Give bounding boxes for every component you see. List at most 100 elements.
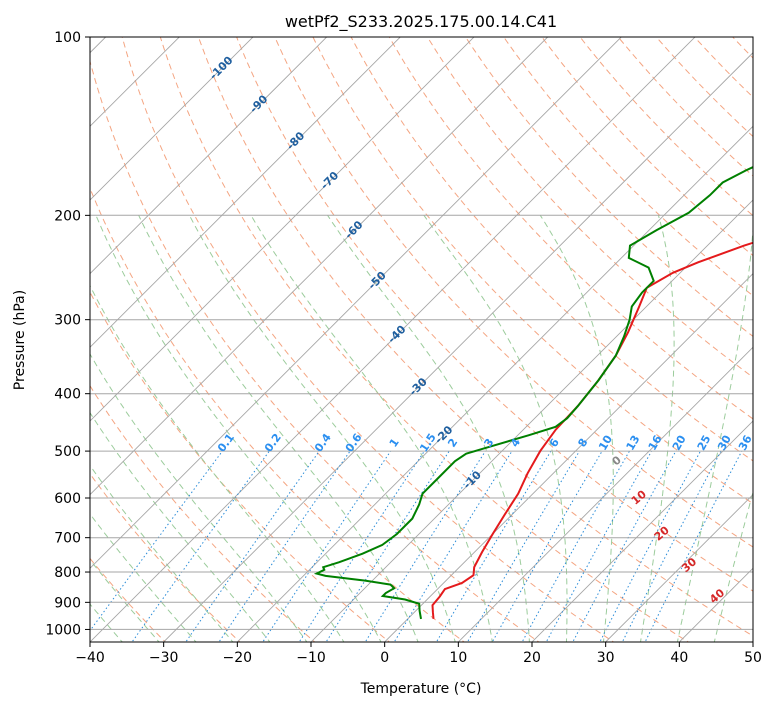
dry-adiabat-line [732, 37, 753, 59]
y-axis-ticks: 1000 900 800 700 600 500 400 300 200 100 [45, 30, 90, 638]
mixing-ratio-line [325, 450, 450, 642]
isotherm-line [752, 641, 753, 642]
dry-adiabat-line [312, 37, 753, 505]
isotherm-label: -100 [207, 53, 236, 82]
x-tick-label: −10 [296, 650, 326, 666]
x-axis-label: Temperature (°C) [360, 681, 482, 697]
dry-adiabat-line [90, 59, 540, 642]
isotherm-line [162, 52, 753, 642]
dry-adiabat-line [90, 187, 465, 642]
y-tick-label: 100 [54, 30, 81, 46]
mixing-ratio-line [218, 450, 351, 642]
moist-adiabat-line [423, 215, 568, 642]
isotherm-line [90, 37, 401, 348]
isotherm-line [90, 37, 696, 642]
dry-adiabat-line [617, 37, 753, 177]
wetbulb-label: 20 [652, 523, 672, 543]
y-tick-label: 600 [54, 491, 81, 507]
mixing-ratio-line [131, 450, 270, 642]
dry-adiabat-line [388, 37, 753, 420]
dry-adiabat-line [655, 37, 753, 138]
mixing-ratio-label: 25 [695, 433, 714, 453]
dry-adiabat-line [159, 37, 690, 642]
background-lines [90, 25, 775, 644]
isotherm-line [90, 37, 254, 201]
x-tick-label: −30 [149, 650, 179, 666]
dry-adiabat-line [90, 472, 241, 642]
y-axis-label: Pressure (hPa) [12, 290, 28, 390]
x-tick-label: 30 [597, 650, 615, 666]
plot-frame [89, 36, 754, 643]
x-tick-label: 40 [670, 650, 688, 666]
isotherm-label: -40 [385, 322, 408, 345]
y-tick-label: 800 [54, 565, 81, 581]
chart-title: wetPf2_S233.2025.175.00.14.C41 [285, 12, 557, 32]
moist-adiabat-line [639, 215, 675, 642]
moist-adiabat-line [327, 215, 530, 642]
mixing-ratio-line [393, 450, 513, 642]
moist-adiabat-line [90, 411, 271, 642]
y-tick-label: 200 [54, 208, 81, 224]
isotherm-line [90, 37, 622, 569]
moist-adiabat-line [95, 215, 382, 642]
x-axis-ticks: −40 −30 −20 −10 0 10 20 30 40 50 [75, 642, 762, 666]
x-tick-label: 0 [380, 650, 389, 666]
x-tick-label: −40 [75, 650, 105, 666]
isotherm-label: -60 [342, 218, 365, 241]
isotherm-line [236, 125, 753, 642]
moist-adiabat-line [90, 513, 197, 642]
mixing-ratio-line [90, 450, 223, 632]
moist-adiabat-line [250, 215, 493, 642]
isotherm-line [678, 567, 753, 642]
mixing-ratio-label: 6 [547, 436, 562, 450]
moist-adiabat-line [188, 215, 456, 642]
isotherm-line [604, 493, 753, 642]
mixing-ratio-line [185, 450, 320, 642]
moist-adiabat-line [539, 215, 614, 642]
mixing-ratio-line [466, 450, 580, 642]
y-tick-label: 900 [54, 595, 81, 611]
isotherm-line [90, 37, 475, 422]
isotherm-line [90, 37, 549, 496]
isotherm-line [90, 37, 180, 127]
isotherm-line [310, 199, 753, 642]
sounding-traces [313, 166, 753, 620]
y-tick-label: 400 [54, 387, 81, 403]
isotherm-line [531, 420, 753, 642]
isotherm-line [90, 37, 328, 275]
dry-adiabat-line [236, 37, 753, 592]
mixing-ratio-label: 13 [624, 433, 643, 453]
x-tick-label: 20 [523, 650, 541, 666]
mixing-ratio-label: 1 [387, 436, 402, 450]
dry-adiabat-line [579, 37, 753, 217]
mixing-ratio-line [572, 450, 677, 642]
isotherm-line [457, 346, 753, 642]
mixing-ratio-line [644, 450, 743, 642]
temperature-profile [431, 241, 753, 619]
mixing-ratio-label: 30 [715, 433, 734, 453]
isotherm-label: -90 [247, 92, 270, 115]
wetbulb-label: 10 [629, 487, 649, 507]
isotherm-label: -70 [318, 169, 341, 192]
moist-adiabat-line [90, 464, 234, 642]
wetbulb-label: 0 [610, 453, 624, 468]
mixing-ratio-label: 16 [646, 433, 665, 453]
y-tick-label: 1000 [45, 622, 81, 638]
x-tick-label: 10 [449, 650, 467, 666]
dry-adiabat-line [274, 37, 753, 548]
isotherm-line [383, 273, 753, 642]
moist-adiabat-line [676, 223, 753, 642]
pressure-gridlines [90, 37, 753, 630]
dry-adiabat-line [503, 37, 753, 297]
mixing-ratio-label: 36 [736, 433, 755, 453]
dry-adiabat-line [121, 37, 615, 642]
mixing-ratio-line [621, 450, 722, 642]
dry-adiabat-line [759, 25, 775, 644]
mixing-ratio-line [298, 450, 425, 642]
moist-adiabat-line [90, 284, 345, 642]
moist-adiabat-line [138, 215, 419, 642]
dry-adiabat-line [90, 291, 391, 642]
mixing-ratio-line [599, 450, 701, 642]
x-tick-label: −20 [223, 650, 253, 666]
